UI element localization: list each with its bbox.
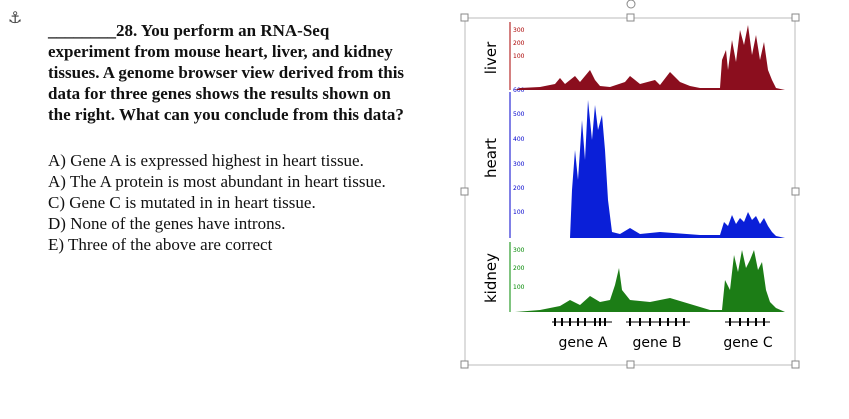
scale-label: 100 — [513, 284, 525, 291]
gene-label: gene B — [632, 335, 681, 351]
kidney-signal — [515, 250, 785, 312]
question-line: experiment from mouse heart, liver, and … — [48, 42, 393, 61]
scale-label: 300 — [513, 27, 525, 34]
option: A) Gene A is expressed highest in heart … — [48, 151, 364, 170]
scale-label: 200 — [513, 40, 525, 47]
option: A) The A protein is most abundant in hea… — [48, 172, 386, 191]
anchor-icon: ⚓ — [8, 8, 23, 27]
scale-label: 100 — [513, 209, 525, 216]
heart-signal — [515, 100, 785, 238]
scale: 600 500 400 300 200 100 — [513, 87, 525, 216]
scale-label: 200 — [513, 185, 525, 192]
scale-label: 400 — [513, 136, 525, 143]
track-label: kidney — [482, 253, 500, 303]
question-line: the right. What can you conclude from th… — [48, 105, 404, 124]
handles — [460, 0, 800, 369]
option: D) None of the genes have introns. — [48, 214, 286, 233]
scale-label: 200 — [513, 265, 525, 272]
question-line: data for three genes shows the results s… — [48, 84, 391, 103]
scale-label: 300 — [513, 161, 525, 168]
scale-label: 300 — [513, 247, 525, 254]
option: E) Three of the above are correct — [48, 235, 273, 254]
question: ________28. You perform an RNA-Seq exper… — [48, 20, 404, 125]
options: A) Gene A is expressed highest in heart … — [48, 150, 386, 255]
track-label: heart — [482, 138, 500, 178]
gene-label: gene A — [558, 335, 607, 351]
gene-label: gene C — [723, 335, 772, 351]
scale: 300 200 100 — [513, 247, 525, 291]
scale-label: 100 — [513, 53, 525, 60]
question-line: tissues. A genome browser view derived f… — [48, 63, 405, 82]
option: C) Gene C is mutated in in heart tissue. — [48, 193, 316, 212]
scale: 300 200 100 — [513, 27, 525, 60]
liver-signal — [515, 25, 785, 90]
track-label: liver — [482, 41, 500, 74]
gene-models — [552, 318, 770, 326]
scale-label: 600 — [513, 87, 525, 94]
scale-label: 500 — [513, 111, 525, 118]
question-line: ________28. You perform an RNA-Seq — [48, 21, 330, 40]
